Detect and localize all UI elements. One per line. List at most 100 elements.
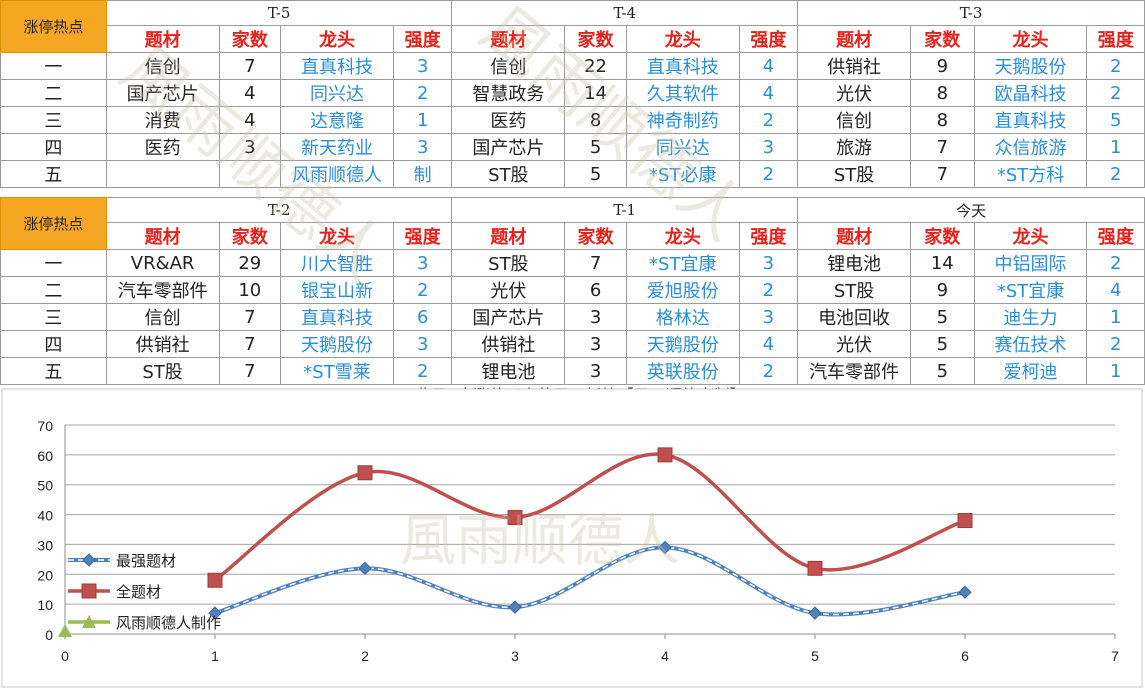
count-cell bbox=[218, 160, 282, 188]
x-tick-label: 5 bbox=[811, 648, 819, 664]
count-cell: 7 bbox=[218, 330, 282, 358]
period-header: T-3 bbox=[797, 0, 1145, 26]
strength-cell: 2 bbox=[1086, 160, 1145, 188]
x-tick-label: 2 bbox=[361, 648, 369, 664]
leader-cell: 直真科技 bbox=[280, 303, 394, 331]
strength-cell: 3 bbox=[392, 133, 453, 161]
theme-cell: 供销社 bbox=[105, 330, 220, 358]
strength-cell: 1 bbox=[1086, 133, 1145, 161]
count-cell: 3 bbox=[564, 303, 627, 331]
strength-cell: 2 bbox=[1086, 249, 1145, 277]
leader-cell: 中铝国际 bbox=[973, 249, 1088, 277]
count-cell: 5 bbox=[564, 160, 627, 188]
table-row: 三信创 7 直真科技 6 国产芯片 3 格林达 3 电池回收 5 迪生力 1 bbox=[0, 303, 1145, 331]
column-header: 龙头 bbox=[973, 25, 1088, 53]
hot-table-1: 涨停热点 T-5 T-4 T-3 题材 家数 龙头 强度 题材 家数 龙头 强度 题材 家数 龙头 强度一信创… bbox=[0, 0, 1145, 188]
strength-cell: 制 bbox=[392, 160, 453, 188]
count-cell: 7 bbox=[910, 160, 975, 188]
series-line-dash bbox=[214, 546, 966, 616]
leader-cell: 众信旅游 bbox=[973, 133, 1088, 161]
theme-cell: 汽车零部件 bbox=[797, 357, 911, 385]
leader-cell: 迪生力 bbox=[973, 303, 1088, 331]
y-tick-label: 50 bbox=[37, 478, 53, 494]
column-header: 龙头 bbox=[625, 25, 740, 53]
leader-cell: 爱柯迪 bbox=[973, 357, 1088, 385]
hot-label: 涨停热点 bbox=[0, 197, 107, 250]
table-row: 一信创 7 直真科技 3 信创 22 直真科技 4 供销社 9 天鹅股份 2 bbox=[0, 52, 1145, 80]
theme-cell: 智慧政务 bbox=[451, 79, 566, 107]
count-cell: 5 bbox=[564, 133, 627, 161]
theme-cell: 供销社 bbox=[451, 330, 566, 358]
rank-cell: 三 bbox=[0, 303, 107, 331]
leader-cell: 直真科技 bbox=[625, 52, 740, 80]
leader-cell: 直真科技 bbox=[973, 106, 1088, 134]
table-row: 二汽车零部件 10 银宝山新 2 光伏 6 爱旭股份 2 ST股 9 *ST宜康 4 bbox=[0, 276, 1145, 304]
theme-cell: 医药 bbox=[451, 106, 566, 134]
legend-label: 全题材 bbox=[116, 583, 161, 601]
table-row: 五风雨顺德人制 ST股 5 *ST必康 2 ST股 7 *ST方科 2 bbox=[0, 160, 1145, 188]
x-tick-label: 7 bbox=[1111, 648, 1119, 664]
theme-cell bbox=[105, 160, 220, 188]
strength-cell: 5 bbox=[1086, 106, 1145, 134]
count-cell: 10 bbox=[218, 276, 282, 304]
column-header: 强度 bbox=[392, 25, 453, 53]
strength-cell: 3 bbox=[738, 249, 799, 277]
leader-cell: 久其软件 bbox=[625, 79, 740, 107]
table-row: 四医药 3 新天药业 3 国产芯片 5 同兴达 3 旅游 7 众信旅游 1 bbox=[0, 133, 1145, 161]
strength-cell: 4 bbox=[738, 52, 799, 80]
x-tick-label: 1 bbox=[211, 648, 219, 664]
theme-cell: ST股 bbox=[797, 276, 911, 304]
strength-cell: 4 bbox=[1086, 276, 1145, 304]
rank-cell: 一 bbox=[0, 52, 107, 80]
leader-cell: 欧晶科技 bbox=[973, 79, 1088, 107]
data-point bbox=[957, 513, 973, 529]
theme-cell: 医药 bbox=[105, 133, 220, 161]
period-header: T-2 bbox=[105, 197, 453, 223]
legend-marker bbox=[81, 583, 97, 599]
leader-cell: 爱旭股份 bbox=[625, 276, 740, 304]
theme-cell: 光伏 bbox=[451, 276, 566, 304]
strength-cell: 2 bbox=[1086, 79, 1145, 107]
strength-cell: 1 bbox=[1086, 303, 1145, 331]
column-header: 题材 bbox=[797, 25, 911, 53]
rank-cell: 二 bbox=[0, 276, 107, 304]
data-point bbox=[207, 572, 223, 588]
data-point bbox=[58, 624, 72, 638]
data-point bbox=[657, 447, 673, 463]
leader-cell: *ST方科 bbox=[973, 160, 1088, 188]
leader-cell: 川大智胜 bbox=[280, 249, 394, 277]
data-point bbox=[508, 600, 522, 614]
theme-cell: 国产芯片 bbox=[451, 133, 566, 161]
column-header: 强度 bbox=[1086, 222, 1145, 250]
strength-cell: 2 bbox=[738, 357, 799, 385]
column-header: 题材 bbox=[797, 222, 911, 250]
x-tick-label: 0 bbox=[61, 648, 69, 664]
count-cell: 3 bbox=[564, 357, 627, 385]
column-header: 强度 bbox=[738, 222, 799, 250]
leader-cell: *ST必康 bbox=[625, 160, 740, 188]
leader-cell: 神奇制药 bbox=[625, 106, 740, 134]
count-cell: 7 bbox=[218, 303, 282, 331]
count-cell: 4 bbox=[218, 106, 282, 134]
theme-cell: ST股 bbox=[451, 160, 566, 188]
strength-cell: 3 bbox=[738, 133, 799, 161]
theme-cell: 信创 bbox=[105, 52, 220, 80]
strength-cell: 2 bbox=[1086, 52, 1145, 80]
column-header: 家数 bbox=[910, 25, 975, 53]
rank-cell: 五 bbox=[0, 357, 107, 385]
leader-cell: 赛伍技术 bbox=[973, 330, 1088, 358]
count-cell: 5 bbox=[910, 303, 975, 331]
count-cell: 5 bbox=[910, 357, 975, 385]
column-header: 家数 bbox=[910, 222, 975, 250]
leader-cell: 风雨顺德人 bbox=[280, 160, 394, 188]
rank-cell: 三 bbox=[0, 106, 107, 134]
rank-cell: 四 bbox=[0, 133, 107, 161]
leader-cell: *ST宜康 bbox=[973, 276, 1088, 304]
period-header: T-1 bbox=[451, 197, 799, 223]
theme-cell: VR&AR bbox=[105, 249, 220, 277]
y-tick-label: 40 bbox=[37, 508, 53, 524]
theme-cell: 锂电池 bbox=[451, 357, 566, 385]
column-header: 家数 bbox=[218, 222, 282, 250]
strength-cell: 2 bbox=[738, 160, 799, 188]
